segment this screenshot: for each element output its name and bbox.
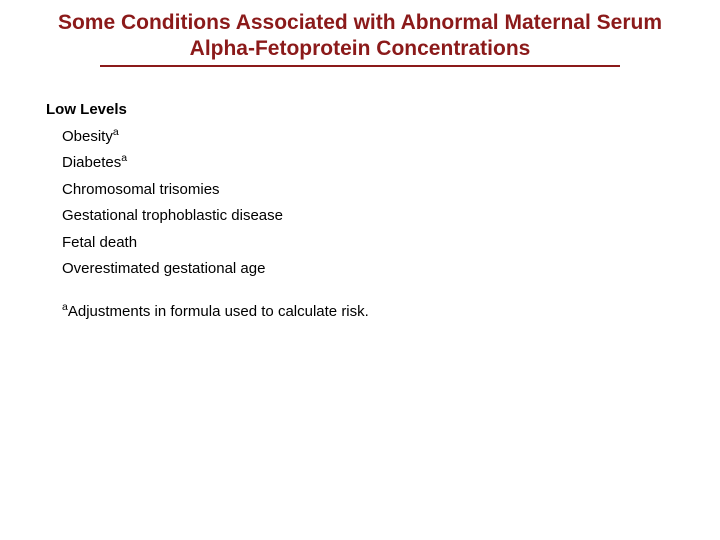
title-underline bbox=[100, 65, 620, 67]
list-item: Fetal death bbox=[62, 232, 720, 255]
title-line-1: Some Conditions Associated with Abnormal… bbox=[20, 10, 700, 36]
list-item: Diabetesa bbox=[62, 152, 720, 175]
footnote: aAdjustments in formula used to calculat… bbox=[62, 303, 720, 320]
footnote-text: Adjustments in formula used to calculate… bbox=[68, 303, 369, 320]
item-text: Obesity bbox=[62, 128, 113, 145]
item-sup: a bbox=[113, 126, 119, 138]
item-sup: a bbox=[121, 152, 127, 164]
content-area: Low Levels Obesitya Diabetesa Chromosoma… bbox=[0, 73, 720, 320]
list-item: Obesitya bbox=[62, 126, 720, 149]
item-text: Overestimated gestational age bbox=[62, 260, 265, 277]
item-text: Chromosomal trisomies bbox=[62, 181, 220, 198]
list-item: Overestimated gestational age bbox=[62, 258, 720, 281]
list-item: Gestational trophoblastic disease bbox=[62, 205, 720, 228]
item-text: Fetal death bbox=[62, 234, 137, 251]
title-line-2: Alpha-Fetoprotein Concentrations bbox=[20, 36, 700, 62]
item-text: Diabetes bbox=[62, 154, 121, 171]
slide: Some Conditions Associated with Abnormal… bbox=[0, 0, 720, 540]
item-text: Gestational trophoblastic disease bbox=[62, 207, 283, 224]
slide-title: Some Conditions Associated with Abnormal… bbox=[0, 0, 720, 73]
list-item: Chromosomal trisomies bbox=[62, 179, 720, 202]
section-heading: Low Levels bbox=[46, 101, 720, 118]
